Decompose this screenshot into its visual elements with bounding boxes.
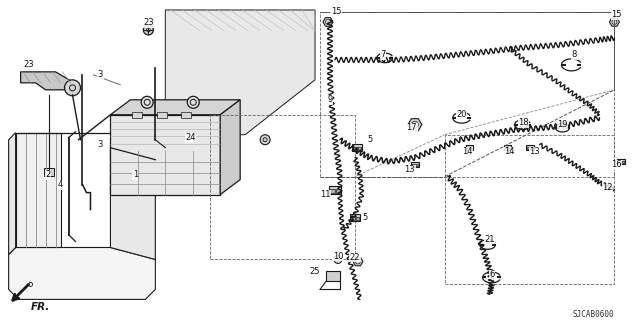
Bar [358, 147, 361, 150]
Circle shape [65, 80, 81, 96]
Text: SJCAB0600: SJCAB0600 [573, 310, 614, 319]
Bar [330, 188, 335, 193]
Text: 10: 10 [333, 252, 343, 261]
Bar [618, 159, 625, 164]
Text: 13: 13 [529, 147, 540, 156]
Text: 17: 17 [406, 123, 417, 132]
Text: 23: 23 [143, 19, 154, 28]
Bar [527, 147, 529, 149]
Text: 24: 24 [185, 133, 195, 142]
Bar [618, 161, 621, 163]
Text: 15: 15 [331, 7, 341, 16]
Polygon shape [111, 148, 156, 260]
Polygon shape [111, 115, 220, 195]
Text: 4: 4 [58, 180, 63, 189]
Text: 12: 12 [602, 183, 612, 192]
Polygon shape [8, 133, 15, 254]
Polygon shape [408, 119, 422, 131]
Bar [157, 112, 166, 118]
Circle shape [141, 96, 153, 108]
Circle shape [334, 255, 342, 263]
Circle shape [143, 25, 154, 35]
Bar [411, 162, 419, 167]
Text: 15: 15 [611, 11, 621, 20]
Polygon shape [609, 18, 620, 26]
Polygon shape [165, 10, 315, 135]
Text: 11: 11 [320, 190, 330, 199]
Bar [505, 147, 508, 149]
Bar [352, 144, 362, 151]
Polygon shape [111, 100, 240, 115]
Bar [509, 147, 510, 149]
Text: 16: 16 [611, 160, 621, 169]
Bar [412, 164, 415, 166]
Bar [622, 161, 625, 163]
Text: 13: 13 [404, 165, 415, 174]
Text: 8: 8 [572, 50, 577, 60]
Bar [525, 145, 534, 150]
Bar [416, 164, 418, 166]
Bar [180, 112, 191, 118]
Text: 3: 3 [98, 140, 103, 149]
Circle shape [188, 96, 199, 108]
Text: 25: 25 [310, 267, 320, 276]
Text: 7: 7 [380, 50, 385, 60]
Text: 22: 22 [349, 253, 360, 262]
Bar [531, 147, 532, 149]
Bar [320, 12, 614, 177]
Text: 20: 20 [456, 110, 467, 119]
Text: 9: 9 [327, 95, 333, 104]
Bar [132, 112, 142, 118]
Bar [210, 115, 355, 260]
Text: 5: 5 [362, 213, 367, 222]
Bar [336, 188, 340, 193]
Bar [353, 147, 357, 150]
Bar [470, 147, 472, 149]
Bar [504, 145, 511, 150]
Polygon shape [15, 133, 61, 247]
Bar [350, 214, 360, 221]
Bar [467, 147, 470, 149]
Text: 19: 19 [557, 120, 568, 129]
Text: 21: 21 [484, 235, 495, 244]
Text: 18: 18 [518, 118, 529, 127]
Text: 5: 5 [367, 135, 372, 144]
Text: 6: 6 [489, 270, 494, 279]
Polygon shape [8, 247, 156, 300]
Text: 14: 14 [463, 147, 473, 156]
Text: 2: 2 [45, 170, 50, 179]
Text: FR.: FR. [31, 302, 50, 312]
Polygon shape [353, 257, 363, 266]
Bar [466, 145, 473, 150]
Bar [44, 168, 54, 176]
Polygon shape [323, 18, 333, 26]
Text: 1: 1 [132, 170, 138, 179]
Text: 3: 3 [98, 70, 103, 79]
Text: 23: 23 [23, 60, 34, 69]
Text: 14: 14 [504, 147, 515, 156]
Circle shape [260, 135, 270, 145]
Polygon shape [20, 72, 72, 95]
Bar [326, 271, 340, 281]
Bar [356, 217, 359, 220]
Bar [445, 135, 614, 284]
Polygon shape [220, 100, 240, 195]
Bar [351, 217, 355, 220]
Bar [329, 186, 341, 194]
